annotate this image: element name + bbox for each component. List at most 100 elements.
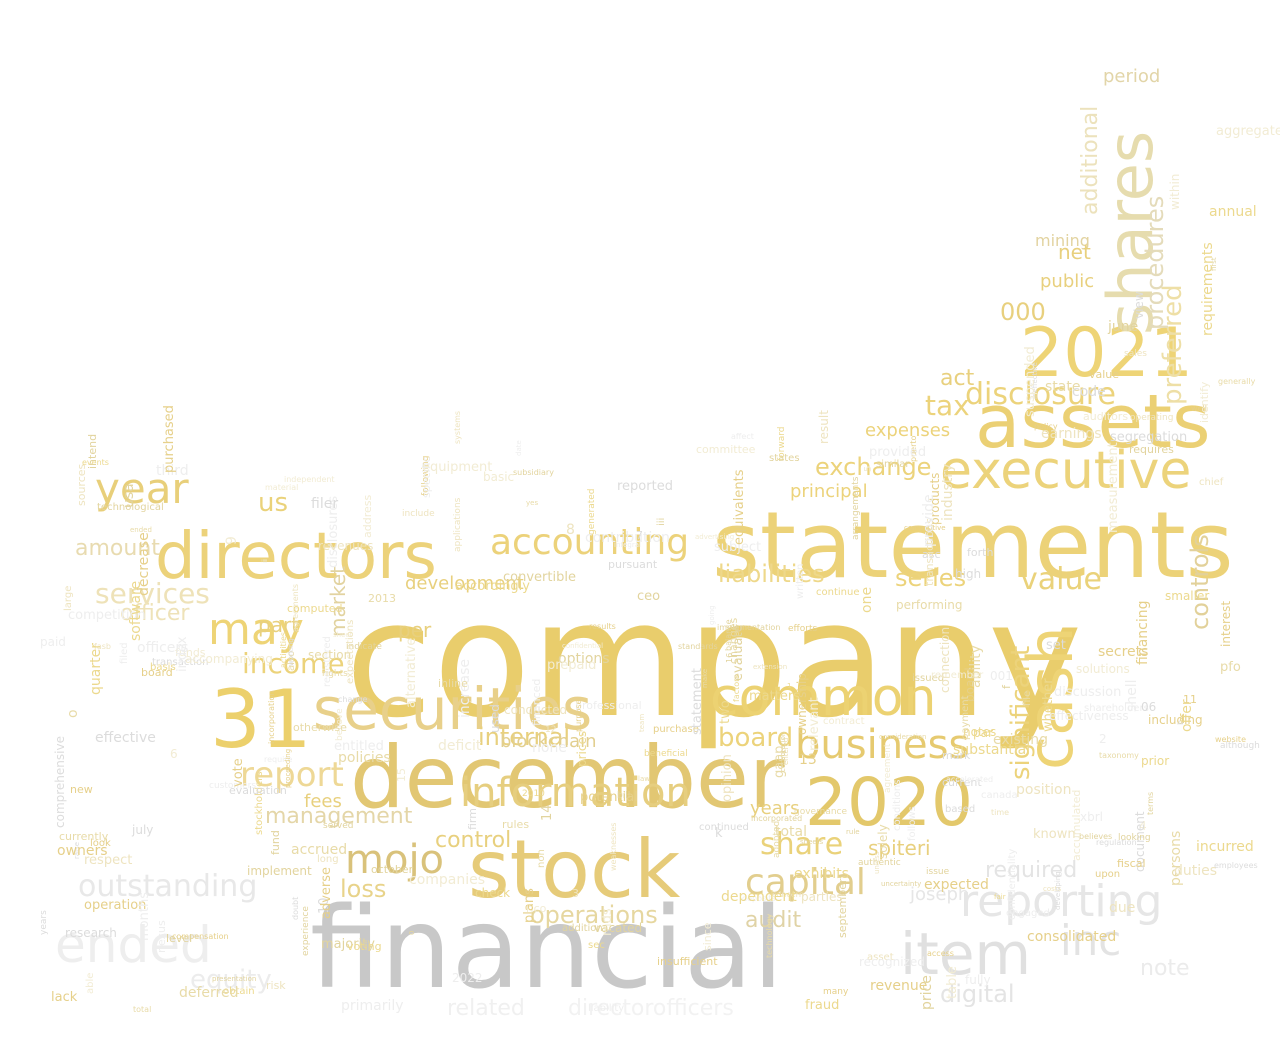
cloud-word: developing [1054, 871, 1062, 910]
cloud-word: forth [967, 546, 994, 559]
cloud-word: canada [981, 790, 1018, 801]
cloud-word: reported [617, 479, 673, 494]
cloud-word: 13 [799, 752, 817, 768]
cloud-word: consolidated [1027, 929, 1117, 945]
cloud-word: inline [438, 677, 468, 690]
cloud-word: basic [483, 470, 515, 484]
cloud-word: competitive [904, 524, 946, 532]
cloud-word: proceeding [284, 748, 292, 788]
cloud-word: equity [190, 965, 272, 995]
cloud-word: common [710, 668, 937, 728]
cloud-word: contract [823, 716, 865, 727]
cloud-word: management [265, 804, 413, 829]
cloud-word: 2020 [805, 764, 973, 841]
cloud-word: 14 [540, 804, 555, 821]
cloud-word: control [435, 828, 512, 853]
cloud-word: statement [690, 668, 705, 735]
cloud-word: date [515, 440, 523, 456]
cloud-word: alternative [404, 637, 419, 708]
cloud-word: conditions [892, 779, 903, 831]
cloud-word: within [1168, 173, 1182, 210]
cloud-word: 000 [1000, 298, 1046, 326]
cloud-word: technological [97, 502, 164, 513]
cloud-word: sec [588, 940, 605, 951]
cloud-word: website [1215, 735, 1246, 744]
cloud-word: new [70, 783, 93, 796]
cloud-word: interest [1219, 600, 1233, 647]
cloud-word: us [258, 488, 289, 518]
cloud-word: governance [794, 807, 848, 817]
cloud-word: 5 [863, 465, 874, 472]
cloud-word: secrets [1098, 644, 1149, 660]
cloud-word: regulation [1096, 838, 1137, 847]
cloud-word: part [258, 613, 300, 637]
cloud-word: effectiveness [1049, 709, 1129, 723]
cloud-word: subject [714, 540, 762, 555]
cloud-word: board [718, 723, 794, 753]
cloud-word: reporting [960, 876, 1163, 927]
cloud-word: non [536, 849, 547, 868]
cloud-word: evaluate [731, 624, 746, 681]
cloud-word: digital [940, 980, 1015, 1008]
cloud-word: generated [587, 488, 597, 536]
cloud-word: risk [266, 979, 286, 992]
cloud-word: spiteri [868, 836, 931, 860]
cloud-word: rights [322, 669, 348, 679]
cloud-word: adverse [319, 866, 334, 919]
cloud-word: fasb [94, 642, 111, 651]
cloud-word: compensation [172, 932, 229, 941]
cloud-word: identify [1198, 381, 1211, 423]
cloud-word: shell [1124, 679, 1140, 712]
cloud-word: issued [912, 673, 945, 684]
cloud-word: known [1033, 827, 1076, 842]
cloud-word: relevant [807, 697, 822, 751]
cloud-word: suspended [1023, 346, 1038, 417]
cloud-word: beneficial [644, 749, 688, 759]
cloud-word: months [137, 892, 152, 941]
cloud-word: 9 [224, 536, 240, 545]
cloud-word: applications [453, 497, 463, 552]
cloud-word: xbrl [1080, 810, 1103, 824]
cloud-word: believes [1079, 832, 1113, 841]
cloud-word: controls [1186, 534, 1214, 630]
cloud-word: voting [347, 940, 382, 953]
cloud-word: evaluation [229, 784, 287, 797]
cloud-word: ceo [637, 589, 661, 604]
cloud-word: additional [1078, 105, 1103, 215]
cloud-word: 8 [566, 522, 575, 538]
cloud-word: operation [84, 898, 147, 913]
cloud-word: state [1045, 379, 1081, 395]
cloud-word: weaknesses [609, 822, 618, 871]
cloud-word: file [1022, 690, 1033, 706]
cloud-word: served [323, 821, 354, 831]
cloud-word: 001 [990, 669, 1013, 683]
cloud-word: performing [896, 598, 963, 612]
cloud-word: tax [925, 389, 970, 422]
cloud-word: fiscal [1117, 857, 1146, 870]
cloud-word: f [1000, 685, 1013, 689]
cloud-word: quarter [88, 643, 104, 695]
cloud-word: 2 [1099, 732, 1107, 746]
cloud-word: look [90, 838, 111, 849]
cloud-word: none [532, 740, 567, 756]
cloud-word: internal [478, 723, 571, 751]
cloud-word: options [558, 651, 610, 667]
cloud-word: experience [301, 906, 311, 956]
cloud-word: follows [907, 806, 918, 841]
cloud-word: level [166, 932, 193, 945]
cloud-word: purchase [653, 724, 699, 735]
cloud-word: indicate [346, 642, 382, 652]
cloud-word: although [1220, 741, 1260, 751]
cloud-word: fully [965, 973, 991, 987]
cloud-word: note [1140, 956, 1190, 981]
cloud-word: company [345, 566, 1083, 753]
cloud-word: inc [1060, 916, 1122, 965]
cloud-word: extension [753, 663, 788, 671]
cloud-word: exchange [815, 453, 932, 481]
cloud-word: auditors [1083, 410, 1129, 423]
cloud-word: table [945, 966, 960, 999]
cloud-word: doubt [291, 896, 300, 920]
cloud-word: professional [575, 699, 642, 712]
cloud-word: result [817, 410, 831, 444]
cloud-word: subsidiary [513, 468, 554, 477]
